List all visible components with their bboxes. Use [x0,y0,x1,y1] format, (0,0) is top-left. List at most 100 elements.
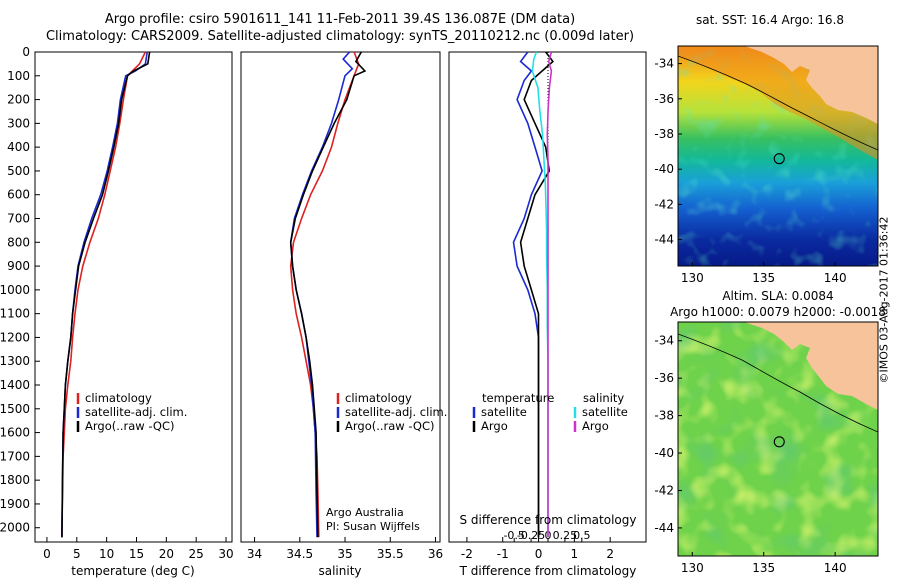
latitude-tick-label: -34 [654,57,674,71]
depth-tick-label: 300 [7,116,30,130]
latitude-tick-label: -40 [654,162,674,176]
salinity-axis-ticks: 34 34.5 35 35.5 36 [247,537,443,561]
legend-label: satellite [481,405,527,419]
temperature-tick-label: 15 [129,547,144,561]
salinity-tick-label: 34 [247,547,262,561]
difference-legend: temperature salinitysatelliteArgosatellit… [472,391,628,433]
sla-map-ticks: 130 135 140 -34 -36 -38 -40 -42 -44 [654,334,846,575]
figure-subtitle: Climatology: CARS2009. Satellite-adjuste… [45,29,635,44]
sst-map-title: sat. SST: 16.4 Argo: 16.8 [696,13,844,27]
legend-label: climatology [85,391,152,405]
sla-shelf-contour [678,333,878,433]
t-difference-tick-label: 0 [535,547,543,561]
depth-tick-label: 1200 [0,330,30,344]
temperature-axis-ticks: 0 5 10 15 20 25 30 [43,537,234,561]
temperature-tick-label: 5 [73,547,81,561]
depth-tick-label: 1800 [0,473,30,487]
salinity-tick-label: 35 [337,547,352,561]
figure-title: Argo profile: csiro 5901611_141 11-Feb-2… [104,12,576,27]
sla-land-mass [744,322,878,410]
latitude-tick-label: -40 [654,446,674,460]
legend-label: satellite [582,405,628,419]
latitude-tick-label: -38 [654,127,674,141]
credit-line-1: Argo Australia [326,506,404,519]
sst-land-mass [744,46,878,124]
t-difference-tick-label: 1 [571,547,579,561]
depth-tick-label: 200 [7,93,30,107]
legend-label: satellite-adj. clim. [345,405,447,419]
longitude-tick-label: 130 [681,561,704,575]
salinity-tick-label: 34.5 [286,547,313,561]
s-difference-axis-label: S difference from climatology [460,513,637,527]
latitude-tick-label: -34 [654,334,674,348]
depth-tick-label: 700 [7,212,30,226]
s-difference-axis-ticks: -0.5-0.25 0 0.250.5 [503,529,591,542]
sla-map-subtitle: Argo h1000: 0.0079 h2000: -0.0018 [670,305,886,319]
t-difference-tick-label: -1 [497,547,509,561]
depth-tick-label: 1700 [0,449,30,463]
s-difference-tick-label: -0.5 [503,529,524,542]
sla-map: Altim. SLA: 0.0084 Argo h1000: 0.0079 h2… [654,289,886,575]
t-difference-axis-ticks: -2 -1 0 1 2 [461,537,614,561]
latitude-tick-label: -44 [654,233,674,247]
legend-label: Argo [481,419,508,433]
depth-tick-label: 1600 [0,426,30,440]
sst-shelf-contour [678,55,878,151]
sla-map-title: Altim. SLA: 0.0084 [722,289,833,303]
depth-tick-label: 1300 [0,354,30,368]
depth-axis-ticks: 0 100 200 300 400 500 600 700 800 900 1000 1100 1200… [0,45,40,535]
sla-profile-location-marker [773,436,785,448]
salinity-plot-frame [240,51,441,543]
temperature-tick-label: 0 [43,547,51,561]
s-difference-tick-label: -0.25 [517,529,545,542]
legend-heading: salinity [583,391,624,405]
depth-tick-label: 800 [7,235,30,249]
latitude-tick-label: -42 [654,483,674,497]
series-line-salinity-Argo [546,51,553,538]
longitude-tick-label: 135 [752,271,775,285]
sst-map-ticks: 130 135 140 -34 -36 -38 -40 -42 -44 [654,57,846,285]
depth-tick-label: 400 [7,140,30,154]
depth-tick-label: 1000 [0,283,30,297]
t-difference-axis-label: T difference from climatology [459,564,637,578]
series-line-temperature-Argo [519,51,554,538]
temperature-panel: 0100200300400500600700800900100011001200… [0,45,234,578]
latitude-tick-label: -42 [654,197,674,211]
latitude-tick-label: -36 [654,92,674,106]
temperature-tick-label: 25 [189,547,204,561]
salinity-profile-lines [289,51,367,538]
legend-label: Argo(..raw -QC) [85,419,175,433]
legend-label: Argo(..raw -QC) [345,419,435,433]
series-line-climatology [61,51,147,538]
longitude-tick-label: 130 [681,271,704,285]
temperature-plot-frame [34,51,233,543]
temperature-tick-label: 20 [159,547,174,561]
salinity-axis-label: salinity [318,564,361,578]
depth-tick-label: 1100 [0,307,30,321]
depth-tick-label: 900 [7,259,30,273]
latitude-tick-label: -44 [654,521,674,535]
latitude-tick-label: -38 [654,409,674,423]
longitude-tick-label: 135 [752,561,775,575]
salinity-tick-label: 35.5 [377,547,404,561]
s-difference-tick-label: 0.25 [553,529,578,542]
temperature-axis-label: temperature (deg C) [71,564,194,578]
sst-map-frame [677,45,879,267]
salinity-panel: 34 34.5 35 35.5 36 salinity climatologysatel… [240,51,447,578]
temperature-tick-label: 30 [218,547,233,561]
s-difference-tick-label: 0.5 [573,529,591,542]
depth-tick-label: 1500 [0,402,30,416]
legend-label: satellite-adj. clim. [85,405,187,419]
t-difference-tick-label: -2 [461,547,473,561]
depth-tick-label: 0 [22,45,30,59]
sla-peninsula [780,322,798,344]
difference-panel: -2 -1 0 1 2 -0.5-0.25 0 0.250.5 S difference f… [448,51,647,578]
t-difference-tick-label: 2 [606,547,614,561]
depth-tick-label: 2000 [0,521,30,535]
depth-tick-label: 100 [7,69,30,83]
legend-label: climatology [345,391,412,405]
depth-tick-label: 1900 [0,497,30,511]
